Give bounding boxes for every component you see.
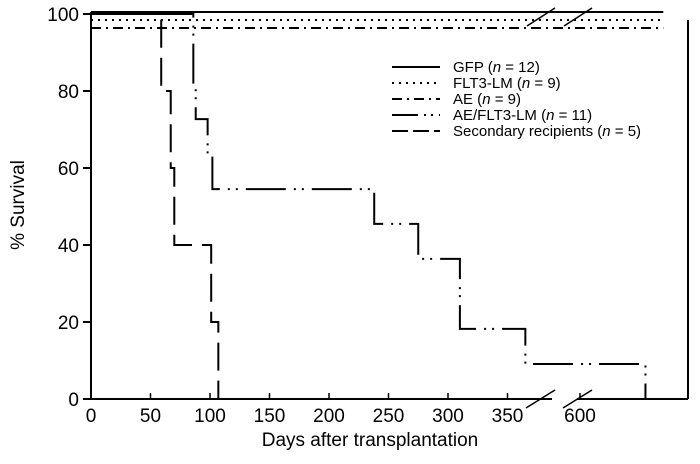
legend-n-value: = 9): [530, 75, 560, 92]
y-tick-label: 80: [58, 82, 79, 103]
legend-label: FLT3-LM (n = 9): [453, 75, 561, 92]
legend: GFP (n = 12)FLT3-LM (n = 9)AE (n = 9)AE/…: [392, 59, 641, 140]
legend-item: Secondary recipients (n = 5): [392, 123, 641, 140]
y-tick-label: 40: [58, 236, 79, 257]
legend-n-symbol: n: [482, 91, 490, 108]
legend-n-value: = 9): [491, 91, 521, 108]
x-tick-label: 600: [564, 406, 596, 427]
x-tick-label: 50: [140, 406, 161, 427]
x-tick-label: 0: [86, 406, 97, 427]
legend-n-symbol: n: [602, 123, 610, 140]
axis-break-mark: [526, 7, 556, 27]
axes: [83, 7, 689, 409]
legend-item: AE (n = 9): [392, 91, 521, 108]
curves: [91, 11, 664, 400]
legend-series-name: AE/FLT3-LM (: [453, 107, 546, 124]
legend-label: Secondary recipients (n = 5): [453, 123, 641, 140]
y-tick-label: 0: [68, 390, 79, 411]
legend-label: AE/FLT3-LM (n = 11): [453, 107, 592, 124]
y-axis-label: % Survival: [8, 160, 29, 250]
legend-n-value: = 11): [554, 107, 592, 124]
legend-series-name: GFP (: [453, 59, 493, 76]
x-tick-label: 150: [254, 406, 286, 427]
legend-n-symbol: n: [493, 59, 501, 76]
tick-labels: 0 20 40 60 80 100 0 50 100 150 200 250 300 350 600: [47, 5, 596, 427]
y-tick-label: 20: [58, 313, 79, 334]
y-tick-label: 60: [58, 159, 79, 180]
curve-ae-flt3-lm: [91, 13, 664, 400]
legend-series-name: AE (: [453, 91, 482, 108]
axis-break-mark: [525, 389, 556, 409]
axis-break-mark: [563, 7, 593, 27]
legend-item: FLT3-LM (n = 9): [392, 75, 561, 92]
curve-secondary-recipients: [91, 13, 220, 399]
legend-series-name: Secondary recipients (: [453, 123, 602, 140]
legend-n-symbol: n: [522, 75, 530, 92]
legend-item: AE/FLT3-LM (n = 11): [392, 107, 592, 124]
legend-item: GFP (n = 12): [392, 59, 540, 76]
legend-series-name: FLT3-LM (: [453, 75, 522, 92]
legend-label: AE (n = 9): [453, 91, 521, 108]
axis-break-mark: [562, 389, 593, 409]
x-tick-label: 100: [194, 406, 226, 427]
legend-label: GFP (n = 12): [453, 59, 540, 76]
legend-n-value: = 5): [611, 123, 641, 140]
x-axis-label: Days after transplantation: [262, 430, 479, 451]
x-tick-label: 200: [313, 406, 345, 427]
legend-n-symbol: n: [546, 107, 554, 124]
x-tick-label: 350: [492, 406, 524, 427]
x-tick-label: 300: [432, 406, 464, 427]
x-tick-label: 250: [373, 406, 405, 427]
legend-n-value: = 12): [501, 59, 540, 76]
y-tick-label: 100: [47, 5, 79, 26]
